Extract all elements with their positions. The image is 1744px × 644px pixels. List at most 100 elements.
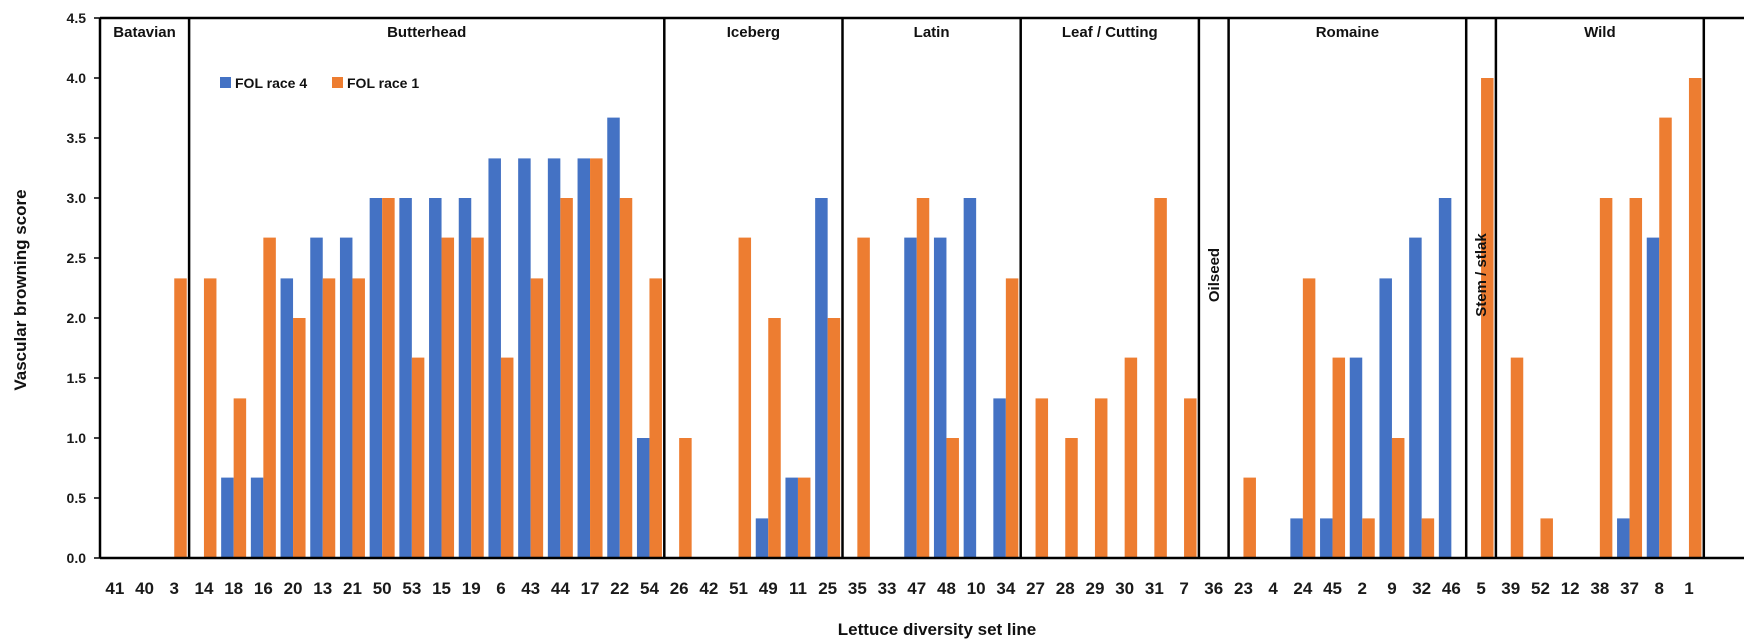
x-tick-label-13: 13	[313, 579, 332, 598]
fol-race-4-bar-45	[1320, 518, 1333, 558]
fol-race-1-bar-8	[1659, 117, 1672, 558]
fol-race-1-bar-17	[590, 158, 603, 558]
fol-race-4-bar-53	[399, 198, 412, 558]
x-tick-label-18: 18	[224, 579, 243, 598]
x-tick-label-3: 3	[170, 579, 179, 598]
x-tick-label-15: 15	[432, 579, 451, 598]
fol-race-1-bar-24	[1302, 278, 1316, 558]
x-tick-label-19: 19	[462, 579, 481, 598]
fol-race-1-bar-34	[1005, 278, 1019, 558]
fol-race-4-bar-19	[458, 198, 472, 558]
fol-race-1-bar-38	[1599, 198, 1613, 558]
fol-race-4-bar-54	[636, 438, 650, 558]
fol-race-1-bar-35	[857, 237, 870, 558]
x-tick-label-33: 33	[878, 579, 897, 598]
y-tick-label-0.0: 0.0	[67, 550, 87, 566]
fol-race-1-bar-51	[738, 237, 752, 558]
x-tick-label-1: 1	[1684, 579, 1693, 598]
fol-race-1-bar-11	[797, 477, 811, 558]
fol-race-1-bar-16	[263, 237, 276, 558]
fol-race-4-bar-2	[1349, 357, 1363, 558]
group-label-iceberg: Iceberg	[727, 24, 780, 41]
fol-race-1-bar-6	[500, 357, 514, 558]
x-tick-label-17: 17	[581, 579, 600, 598]
y-tick-label-0.5: 0.5	[67, 490, 87, 506]
x-tick-label-25: 25	[818, 579, 837, 598]
fol-race-4-bar-24	[1290, 518, 1303, 558]
fol-race-1-bar-21	[352, 278, 365, 558]
y-tick-label-2.0: 2.0	[67, 310, 87, 326]
fol-race-1-bar-27	[1035, 398, 1049, 558]
fol-race-4-bar-37	[1617, 518, 1630, 558]
y-tick-label-1.0: 1.0	[67, 430, 87, 446]
x-tick-label-2: 2	[1358, 579, 1367, 598]
group-label-butterhead: Butterhead	[387, 24, 466, 41]
legend-label-fol-race-4: FOL race 4	[235, 75, 307, 91]
fol-race-1-bar-5	[1481, 78, 1494, 558]
x-tick-label-8: 8	[1655, 579, 1664, 598]
fol-race-1-bar-29	[1094, 398, 1108, 558]
fol-race-4-bar-44	[547, 158, 561, 558]
x-tick-label-24: 24	[1293, 579, 1312, 598]
x-tick-label-20: 20	[284, 579, 303, 598]
fol-race-4-bar-6	[488, 158, 501, 558]
fol-race-4-bar-22	[607, 117, 620, 558]
fol-race-1-bar-48	[946, 438, 959, 558]
group-label-romaine: Romaine	[1316, 24, 1379, 41]
fol-race-4-bar-13	[310, 237, 323, 558]
fol-race-4-bar-46	[1438, 198, 1452, 558]
x-tick-label-44: 44	[551, 579, 570, 598]
x-tick-label-7: 7	[1179, 579, 1188, 598]
x-tick-label-5: 5	[1476, 579, 1485, 598]
fol-race-1-bar-39	[1510, 357, 1524, 558]
fol-race-1-bar-25	[827, 318, 841, 558]
group-label-stem-stlak: Stem / stlak	[1473, 233, 1490, 317]
fol-race-4-bar-20	[280, 278, 294, 558]
fol-race-1-bar-15	[441, 237, 455, 558]
fol-race-1-bar-2	[1362, 518, 1375, 558]
y-tick-label-1.5: 1.5	[67, 370, 87, 386]
x-tick-label-38: 38	[1590, 579, 1609, 598]
fol-race-4-bar-32	[1409, 237, 1422, 558]
fol-race-4-bar-10	[963, 198, 977, 558]
x-tick-label-51: 51	[729, 579, 748, 598]
fol-race-1-bar-31	[1154, 198, 1167, 558]
x-tick-label-23: 23	[1234, 579, 1253, 598]
fol-race-4-bar-25	[815, 198, 828, 558]
x-tick-label-6: 6	[496, 579, 505, 598]
y-tick-label-4.5: 4.5	[67, 10, 87, 26]
y-tick-label-3.5: 3.5	[67, 130, 87, 146]
bars-layer	[174, 78, 1702, 558]
fol-race-1-bar-3	[174, 278, 187, 558]
legend-swatch-fol-race-1	[332, 77, 343, 88]
x-tick-label-4: 4	[1268, 579, 1278, 598]
fol-race-1-bar-30	[1124, 357, 1138, 558]
fol-race-4-bar-16	[250, 477, 264, 558]
x-tick-label-37: 37	[1620, 579, 1639, 598]
x-tick-label-50: 50	[373, 579, 392, 598]
fol-race-1-bar-45	[1332, 357, 1346, 558]
group-label-wild: Wild	[1584, 24, 1616, 41]
fol-race-4-bar-17	[577, 158, 591, 558]
x-tick-label-52: 52	[1531, 579, 1550, 598]
x-tick-label-39: 39	[1501, 579, 1520, 598]
x-tick-label-49: 49	[759, 579, 778, 598]
group-label-latin: Latin	[914, 24, 950, 41]
group-label-oilseed: Oilseed	[1206, 248, 1223, 302]
fol-race-1-bar-23	[1243, 477, 1256, 558]
x-tick-label-16: 16	[254, 579, 273, 598]
group-label-batavian: Batavian	[113, 24, 176, 41]
x-tick-label-40: 40	[135, 579, 154, 598]
x-tick-label-21: 21	[343, 579, 362, 598]
fol-race-1-bar-43	[530, 278, 544, 558]
fol-race-1-bar-13	[322, 278, 336, 558]
fol-race-1-bar-22	[619, 198, 633, 558]
fol-race-1-bar-53	[411, 357, 425, 558]
fol-race-1-bar-14	[203, 278, 217, 558]
x-tick-label-22: 22	[610, 579, 629, 598]
fol-race-1-bar-50	[382, 198, 395, 558]
x-tick-label-54: 54	[640, 579, 659, 598]
x-tick-label-41: 41	[105, 579, 124, 598]
fol-race-4-bar-49	[755, 518, 769, 558]
